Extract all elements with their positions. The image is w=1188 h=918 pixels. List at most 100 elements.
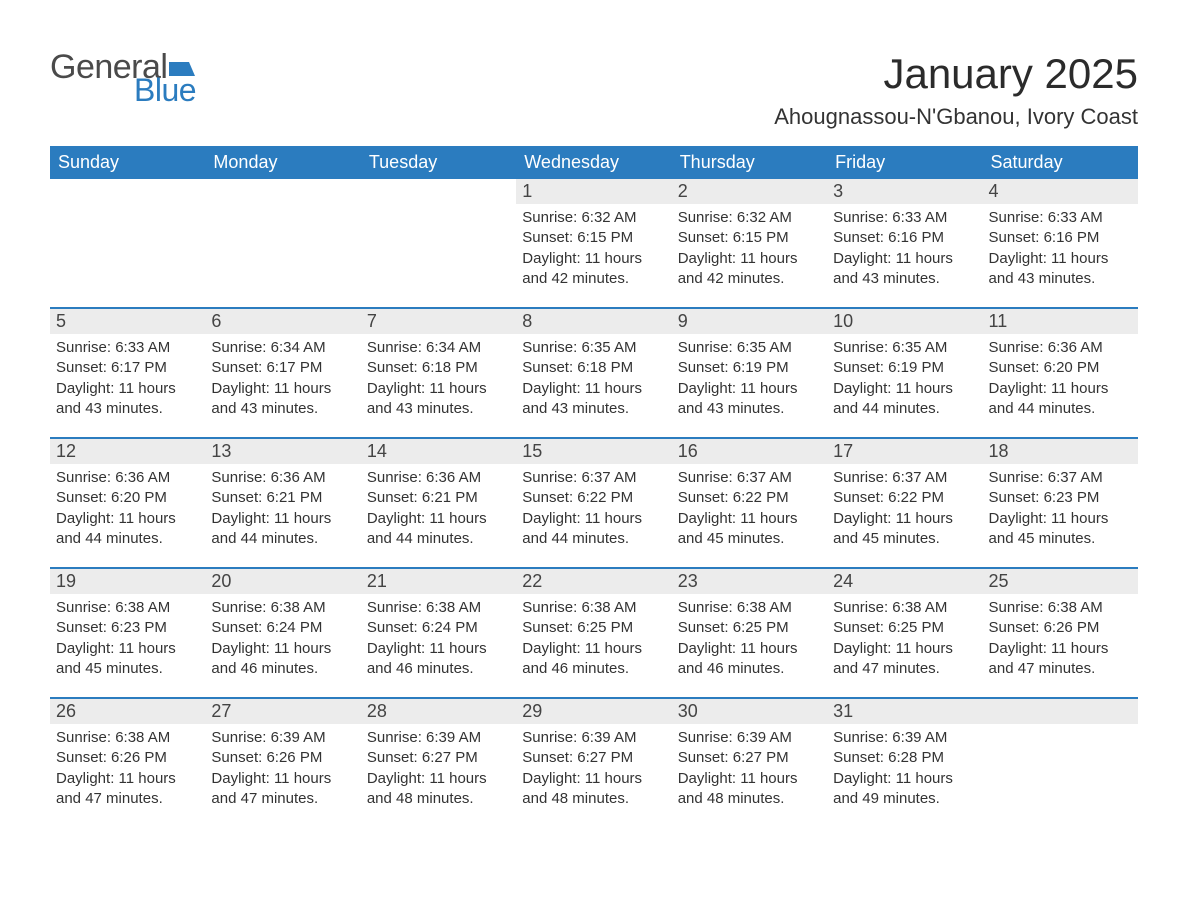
- day-number-row: 19202122232425: [50, 568, 1138, 594]
- day-content-cell: Sunrise: 6:37 AMSunset: 6:22 PMDaylight:…: [516, 464, 671, 568]
- daylight-line: Daylight: 11 hours and 45 minutes.: [989, 509, 1132, 550]
- sunset-line: Sunset: 6:16 PM: [989, 228, 1132, 248]
- day-number-cell: 5: [50, 308, 205, 334]
- sunrise-line: Sunrise: 6:38 AM: [367, 598, 510, 618]
- daylight-line: Daylight: 11 hours and 46 minutes.: [678, 639, 821, 680]
- day-content-cell: Sunrise: 6:38 AMSunset: 6:25 PMDaylight:…: [672, 594, 827, 698]
- sunrise-line: Sunrise: 6:39 AM: [522, 728, 665, 748]
- sunrise-line: Sunrise: 6:36 AM: [989, 338, 1132, 358]
- day-content-cell: [361, 204, 516, 308]
- day-number-cell: 7: [361, 308, 516, 334]
- daylight-line: Daylight: 11 hours and 44 minutes.: [833, 379, 976, 420]
- sunrise-line: Sunrise: 6:37 AM: [833, 468, 976, 488]
- daylight-line: Daylight: 11 hours and 44 minutes.: [367, 509, 510, 550]
- weekday-header: Thursday: [672, 146, 827, 179]
- day-content-cell: Sunrise: 6:33 AMSunset: 6:17 PMDaylight:…: [50, 334, 205, 438]
- day-content-cell: Sunrise: 6:35 AMSunset: 6:18 PMDaylight:…: [516, 334, 671, 438]
- logo: General Blue: [50, 50, 196, 106]
- sunrise-line: Sunrise: 6:39 AM: [211, 728, 354, 748]
- sunset-line: Sunset: 6:17 PM: [211, 358, 354, 378]
- day-content-cell: Sunrise: 6:33 AMSunset: 6:16 PMDaylight:…: [827, 204, 982, 308]
- weekday-header: Saturday: [983, 146, 1138, 179]
- weekday-header: Monday: [205, 146, 360, 179]
- day-number-cell: 9: [672, 308, 827, 334]
- day-number-cell: 25: [983, 568, 1138, 594]
- day-number-cell: 21: [361, 568, 516, 594]
- day-content-cell: [983, 724, 1138, 827]
- sunset-line: Sunset: 6:16 PM: [833, 228, 976, 248]
- day-number-cell: 12: [50, 438, 205, 464]
- sunset-line: Sunset: 6:23 PM: [989, 488, 1132, 508]
- sunset-line: Sunset: 6:26 PM: [211, 748, 354, 768]
- day-number-row: 262728293031: [50, 698, 1138, 724]
- daylight-line: Daylight: 11 hours and 47 minutes.: [56, 769, 199, 810]
- day-number-cell: [983, 698, 1138, 724]
- day-number-cell: 19: [50, 568, 205, 594]
- daylight-line: Daylight: 11 hours and 43 minutes.: [367, 379, 510, 420]
- day-content-cell: Sunrise: 6:37 AMSunset: 6:22 PMDaylight:…: [672, 464, 827, 568]
- daylight-line: Daylight: 11 hours and 43 minutes.: [989, 249, 1132, 290]
- day-number-cell: 13: [205, 438, 360, 464]
- day-content-cell: Sunrise: 6:38 AMSunset: 6:26 PMDaylight:…: [50, 724, 205, 827]
- day-content-row: Sunrise: 6:32 AMSunset: 6:15 PMDaylight:…: [50, 204, 1138, 308]
- sunrise-line: Sunrise: 6:34 AM: [211, 338, 354, 358]
- daylight-line: Daylight: 11 hours and 44 minutes.: [522, 509, 665, 550]
- day-content-cell: Sunrise: 6:36 AMSunset: 6:20 PMDaylight:…: [983, 334, 1138, 438]
- day-content-cell: Sunrise: 6:38 AMSunset: 6:24 PMDaylight:…: [205, 594, 360, 698]
- sunset-line: Sunset: 6:27 PM: [367, 748, 510, 768]
- day-content-cell: Sunrise: 6:35 AMSunset: 6:19 PMDaylight:…: [672, 334, 827, 438]
- header: General Blue January 2025 Ahougnassou-N'…: [50, 50, 1138, 140]
- sunrise-line: Sunrise: 6:38 AM: [56, 728, 199, 748]
- day-content-cell: [50, 204, 205, 308]
- daylight-line: Daylight: 11 hours and 43 minutes.: [522, 379, 665, 420]
- day-number-cell: 24: [827, 568, 982, 594]
- day-content-row: Sunrise: 6:38 AMSunset: 6:23 PMDaylight:…: [50, 594, 1138, 698]
- day-number-cell: 29: [516, 698, 671, 724]
- sunrise-line: Sunrise: 6:34 AM: [367, 338, 510, 358]
- day-content-cell: Sunrise: 6:39 AMSunset: 6:27 PMDaylight:…: [516, 724, 671, 827]
- sunrise-line: Sunrise: 6:36 AM: [56, 468, 199, 488]
- sunset-line: Sunset: 6:24 PM: [367, 618, 510, 638]
- location-subtitle: Ahougnassou-N'Gbanou, Ivory Coast: [774, 104, 1138, 130]
- daylight-line: Daylight: 11 hours and 46 minutes.: [367, 639, 510, 680]
- day-content-cell: Sunrise: 6:38 AMSunset: 6:26 PMDaylight:…: [983, 594, 1138, 698]
- day-content-cell: Sunrise: 6:38 AMSunset: 6:24 PMDaylight:…: [361, 594, 516, 698]
- sunset-line: Sunset: 6:25 PM: [678, 618, 821, 638]
- sunrise-line: Sunrise: 6:38 AM: [56, 598, 199, 618]
- sunrise-line: Sunrise: 6:35 AM: [522, 338, 665, 358]
- daylight-line: Daylight: 11 hours and 48 minutes.: [522, 769, 665, 810]
- daylight-line: Daylight: 11 hours and 45 minutes.: [678, 509, 821, 550]
- day-number-cell: 17: [827, 438, 982, 464]
- day-number-cell: 28: [361, 698, 516, 724]
- sunrise-line: Sunrise: 6:33 AM: [833, 208, 976, 228]
- daylight-line: Daylight: 11 hours and 47 minutes.: [989, 639, 1132, 680]
- day-content-cell: Sunrise: 6:39 AMSunset: 6:26 PMDaylight:…: [205, 724, 360, 827]
- daylight-line: Daylight: 11 hours and 42 minutes.: [522, 249, 665, 290]
- day-number-cell: 11: [983, 308, 1138, 334]
- sunrise-line: Sunrise: 6:39 AM: [678, 728, 821, 748]
- day-content-cell: Sunrise: 6:32 AMSunset: 6:15 PMDaylight:…: [516, 204, 671, 308]
- day-number-cell: 23: [672, 568, 827, 594]
- daylight-line: Daylight: 11 hours and 46 minutes.: [522, 639, 665, 680]
- day-number-cell: 16: [672, 438, 827, 464]
- sunrise-line: Sunrise: 6:38 AM: [211, 598, 354, 618]
- daylight-line: Daylight: 11 hours and 42 minutes.: [678, 249, 821, 290]
- sunrise-line: Sunrise: 6:38 AM: [522, 598, 665, 618]
- day-content-cell: Sunrise: 6:34 AMSunset: 6:18 PMDaylight:…: [361, 334, 516, 438]
- day-number-cell: 15: [516, 438, 671, 464]
- daylight-line: Daylight: 11 hours and 44 minutes.: [56, 509, 199, 550]
- day-number-cell: 10: [827, 308, 982, 334]
- sunset-line: Sunset: 6:21 PM: [211, 488, 354, 508]
- day-content-cell: Sunrise: 6:38 AMSunset: 6:25 PMDaylight:…: [516, 594, 671, 698]
- sunrise-line: Sunrise: 6:37 AM: [678, 468, 821, 488]
- day-number-row: 567891011: [50, 308, 1138, 334]
- weekday-header-row: Sunday Monday Tuesday Wednesday Thursday…: [50, 146, 1138, 179]
- day-content-cell: Sunrise: 6:39 AMSunset: 6:28 PMDaylight:…: [827, 724, 982, 827]
- sunset-line: Sunset: 6:20 PM: [989, 358, 1132, 378]
- sunrise-line: Sunrise: 6:38 AM: [678, 598, 821, 618]
- sunset-line: Sunset: 6:22 PM: [522, 488, 665, 508]
- day-number-row: 12131415161718: [50, 438, 1138, 464]
- daylight-line: Daylight: 11 hours and 44 minutes.: [211, 509, 354, 550]
- sunset-line: Sunset: 6:19 PM: [678, 358, 821, 378]
- daylight-line: Daylight: 11 hours and 47 minutes.: [833, 639, 976, 680]
